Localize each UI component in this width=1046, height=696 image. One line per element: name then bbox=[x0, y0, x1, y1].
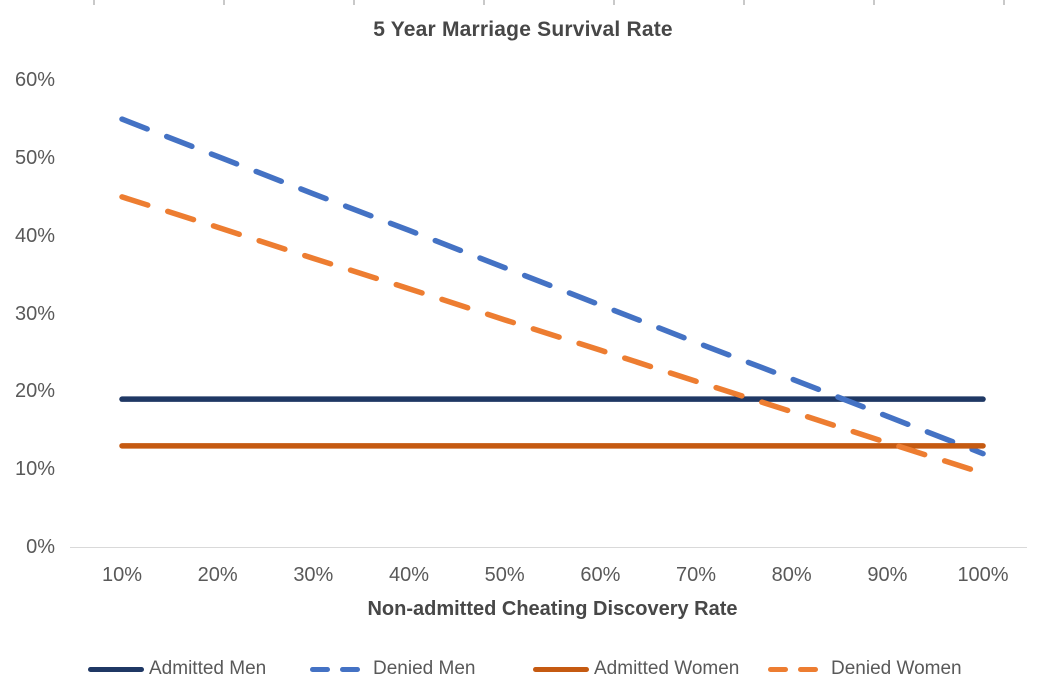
x-axis-tick-label: 30% bbox=[293, 564, 334, 586]
x-axis-title: Non-admitted Cheating Discovery Rate bbox=[367, 598, 738, 620]
y-axis-tick-label: 10% bbox=[14, 458, 55, 481]
x-axis-tick-label: 40% bbox=[388, 564, 430, 586]
legend: Admitted Men Denied Men Admitted Women Deni… bbox=[0, 654, 1046, 684]
legend-label: Denied Men bbox=[373, 658, 476, 679]
y-axis-tick-label: 40% bbox=[14, 224, 55, 247]
x-axis-tick-label: 10% bbox=[101, 564, 143, 586]
legend-swatch-admitted-women bbox=[533, 666, 589, 672]
y-axis-tick-label: 30% bbox=[14, 302, 55, 325]
top-tick bbox=[613, 0, 615, 5]
y-axis-tick-label: 60% bbox=[14, 69, 55, 92]
x-axis-tick-label: 80% bbox=[771, 564, 812, 586]
y-axis-tick-label: 20% bbox=[14, 380, 55, 403]
legend-item-admitted-men: Admitted Men bbox=[88, 654, 266, 684]
series-line-denied-men bbox=[119, 116, 986, 457]
legend-swatch-denied-women bbox=[768, 666, 818, 672]
legend-label: Admitted Men bbox=[149, 658, 267, 679]
x-axis-tick-label: 50% bbox=[484, 564, 525, 586]
legend-label: Denied Women bbox=[831, 658, 962, 679]
legend-swatch-admitted-men bbox=[88, 666, 144, 672]
series-line-denied-women bbox=[119, 194, 986, 476]
y-axis-tick-label: 0% bbox=[26, 536, 55, 558]
legend-item-denied-women: Denied Women bbox=[768, 654, 962, 684]
legend-item-admitted-women: Admitted Women bbox=[533, 654, 739, 684]
top-tick bbox=[223, 0, 225, 5]
y-axis-tick-label: 50% bbox=[14, 147, 55, 169]
x-axis-tick-label: 20% bbox=[197, 564, 238, 586]
top-tick bbox=[743, 0, 745, 5]
x-axis-tick-label: 70% bbox=[676, 564, 717, 586]
top-tick bbox=[1003, 0, 1005, 5]
legend-item-denied-men: Denied Men bbox=[310, 654, 475, 684]
x-axis-tick-label: 100% bbox=[957, 564, 1009, 586]
legend-swatch-denied-men bbox=[310, 666, 360, 672]
x-axis-line bbox=[70, 547, 1027, 548]
legend-label: Admitted Women bbox=[594, 658, 740, 679]
top-tick bbox=[93, 0, 95, 5]
x-axis-tick-label: 90% bbox=[867, 564, 908, 586]
x-axis-tick-label: 60% bbox=[580, 564, 621, 586]
top-tick bbox=[873, 0, 875, 5]
chart-title: 5 Year Marriage Survival Rate bbox=[373, 18, 673, 41]
top-tick bbox=[353, 0, 355, 5]
top-tick bbox=[483, 0, 485, 5]
